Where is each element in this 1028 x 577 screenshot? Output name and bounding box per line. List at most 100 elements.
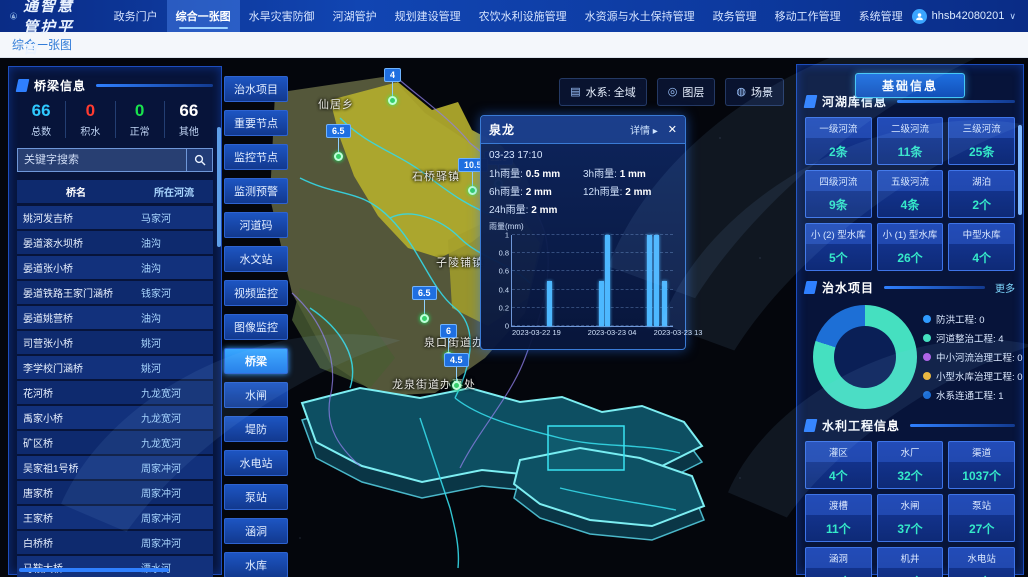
layer-item-5[interactable]: 水文站: [224, 246, 288, 272]
river-name-cell: 周家冲河: [135, 481, 213, 504]
table-row[interactable]: 马鞍大桥漂水河: [17, 556, 213, 577]
card-value: 26个: [897, 251, 923, 265]
map-control-label: 图层: [682, 87, 705, 99]
map-marker[interactable]: 4: [384, 68, 402, 105]
bridge-name-cell: 晏道张小桥: [17, 256, 135, 279]
popup-details-link[interactable]: 详情 ▸: [629, 126, 658, 137]
layer-item-1[interactable]: 重要节点: [224, 110, 288, 136]
legend-dot-icon: [923, 391, 931, 399]
card-label: 泵站: [949, 495, 1014, 515]
nav-item-5[interactable]: 农饮水利设施管理: [478, 11, 567, 23]
legend-label: 水系连通工程: 1: [936, 391, 1004, 402]
info-panel: 基础信息 河湖库信息 一级河流 2条 二级河流 11条 三级河流 25条 四级河流 9条 五级河…: [796, 64, 1024, 577]
table-row[interactable]: 晏道姚营桥 油沟: [17, 306, 213, 329]
table-row[interactable]: 李学校门涵桥 姚河: [17, 356, 213, 379]
panel-scrollbar[interactable]: [1018, 125, 1022, 215]
layer-item-4[interactable]: 河道码: [224, 212, 288, 238]
map-marker[interactable]: 6.5: [326, 124, 351, 161]
table-row[interactable]: 白桥桥 周家冲河: [17, 531, 213, 554]
legend-label: 河道整治工程: 4: [936, 334, 1004, 345]
marker-pin-icon: [333, 152, 343, 161]
card-value: 2个: [972, 198, 991, 212]
map-place-label: 泉口街道办: [424, 337, 484, 349]
layer-item-7[interactable]: 图像监控: [224, 314, 288, 340]
table-row[interactable]: 晏道铁路王家门涵桥 钱家河: [17, 281, 213, 304]
nav-item-8[interactable]: 移动工作管理: [774, 11, 841, 23]
section-accent: [803, 281, 818, 294]
map-control-0[interactable]: ▤ 水系: 全域: [559, 78, 647, 106]
river-card: 中型水库 4个: [948, 223, 1015, 271]
nav-item-2[interactable]: 水旱灾害防御: [248, 11, 315, 23]
table-row[interactable]: 王家桥 周家冲河: [17, 506, 213, 529]
bridge-name-cell: 唐家桥: [17, 481, 135, 504]
nav-item-0[interactable]: 政务门户: [113, 11, 158, 23]
close-icon[interactable]: ✕: [667, 124, 677, 136]
layer-item-0[interactable]: 治水项目: [224, 76, 288, 102]
map-control-1[interactable]: ◎ 图层: [656, 78, 716, 106]
x-tick-label: 2023-03-22 19: [512, 328, 561, 337]
projects-more-link[interactable]: 更多: [995, 284, 1015, 295]
nav-item-7[interactable]: 政务管理: [712, 11, 757, 23]
table-row[interactable]: 禹家小桥 九龙宽河: [17, 406, 213, 429]
marker-value-tag: 4.5: [444, 353, 469, 367]
stat-label: 其他: [178, 127, 199, 138]
table-row[interactable]: 花河桥 九龙宽河: [17, 381, 213, 404]
layer-item-11[interactable]: 水电站: [224, 450, 288, 476]
search-input[interactable]: [17, 148, 187, 172]
layer-item-2[interactable]: 监控节点: [224, 144, 288, 170]
layer-item-13[interactable]: 涵洞: [224, 518, 288, 544]
layer-item-10[interactable]: 堤防: [224, 416, 288, 442]
section-accent: [15, 79, 30, 92]
layer-item-14[interactable]: 水库: [224, 552, 288, 577]
map-marker[interactable]: 4.5: [444, 353, 469, 390]
map-place-label: 仙居乡: [318, 99, 354, 111]
table-row[interactable]: 吴家祖1号桥 周家冲河: [17, 456, 213, 479]
river-name-cell: 姚河: [135, 331, 213, 354]
map-control-2[interactable]: ◍ 场景: [725, 78, 784, 106]
facility-card: 机井 66个: [876, 547, 944, 577]
map-marker[interactable]: 6.5: [412, 286, 437, 323]
legend-item-1: 河道整治工程: 4: [923, 331, 1023, 345]
layer-item-12[interactable]: 泵站: [224, 484, 288, 510]
nav-item-4[interactable]: 规划建设管理: [394, 11, 461, 23]
card-value: 4条: [900, 198, 920, 212]
bridge-stat-0: 66 总数: [17, 101, 67, 138]
table-row[interactable]: 姚河发吉桥 马家河: [17, 206, 213, 229]
card-label: 四级河流: [806, 171, 871, 191]
table-row[interactable]: 唐家桥 周家冲河: [17, 481, 213, 504]
bridge-name-cell: 晏道滚水坝桥: [17, 231, 135, 254]
breadcrumb[interactable]: 综合一张图: [12, 38, 73, 52]
basic-info-button[interactable]: 基础信息: [854, 73, 966, 98]
table-row[interactable]: 矿区桥 九龙宽河: [17, 431, 213, 454]
river-name-cell: 姚河: [135, 356, 213, 379]
app-logo: 水系连通智慧管护平台: [0, 0, 105, 58]
layer-item-9[interactable]: 水闸: [224, 382, 288, 408]
river-card: 一级河流 2条: [805, 117, 872, 165]
nav-item-1[interactable]: 综合一张图: [166, 0, 240, 32]
user-menu[interactable]: hhsb42080201 ∨: [911, 8, 1028, 24]
table-row[interactable]: 司营张小桥 姚河: [17, 331, 213, 354]
layer-item-3[interactable]: 监测预警: [224, 178, 288, 204]
nav-item-6[interactable]: 水资源与水土保持管理: [584, 11, 695, 23]
table-horizontal-scrollbar[interactable]: [19, 568, 169, 572]
card-label: 渡槽: [806, 495, 871, 515]
rain-metric-1: 3h雨量: 1 mm: [583, 169, 646, 180]
nav-item-9[interactable]: 系统管理: [858, 11, 903, 23]
gridline: 1: [505, 231, 673, 240]
search-button[interactable]: [187, 148, 213, 172]
legend-dot-icon: [923, 353, 931, 361]
bridge-name-cell: 吴家祖1号桥: [17, 456, 135, 479]
table-row[interactable]: 晏道张小桥 油沟: [17, 256, 213, 279]
card-value: 4个: [828, 469, 848, 483]
layer-item-8[interactable]: 桥梁: [224, 348, 288, 374]
y-tick-label: 0.2: [498, 303, 509, 313]
layer-item-6[interactable]: 视频监控: [224, 280, 288, 306]
river-name-cell: 九龙宽河: [135, 406, 213, 429]
river-name-cell: 九龙宽河: [135, 381, 213, 404]
nav-item-3[interactable]: 河湖管护: [332, 11, 377, 23]
table-vertical-scrollbar[interactable]: [217, 127, 221, 247]
rain-bar: [598, 280, 604, 326]
table-row[interactable]: 晏道滚水坝桥 油沟: [17, 231, 213, 254]
